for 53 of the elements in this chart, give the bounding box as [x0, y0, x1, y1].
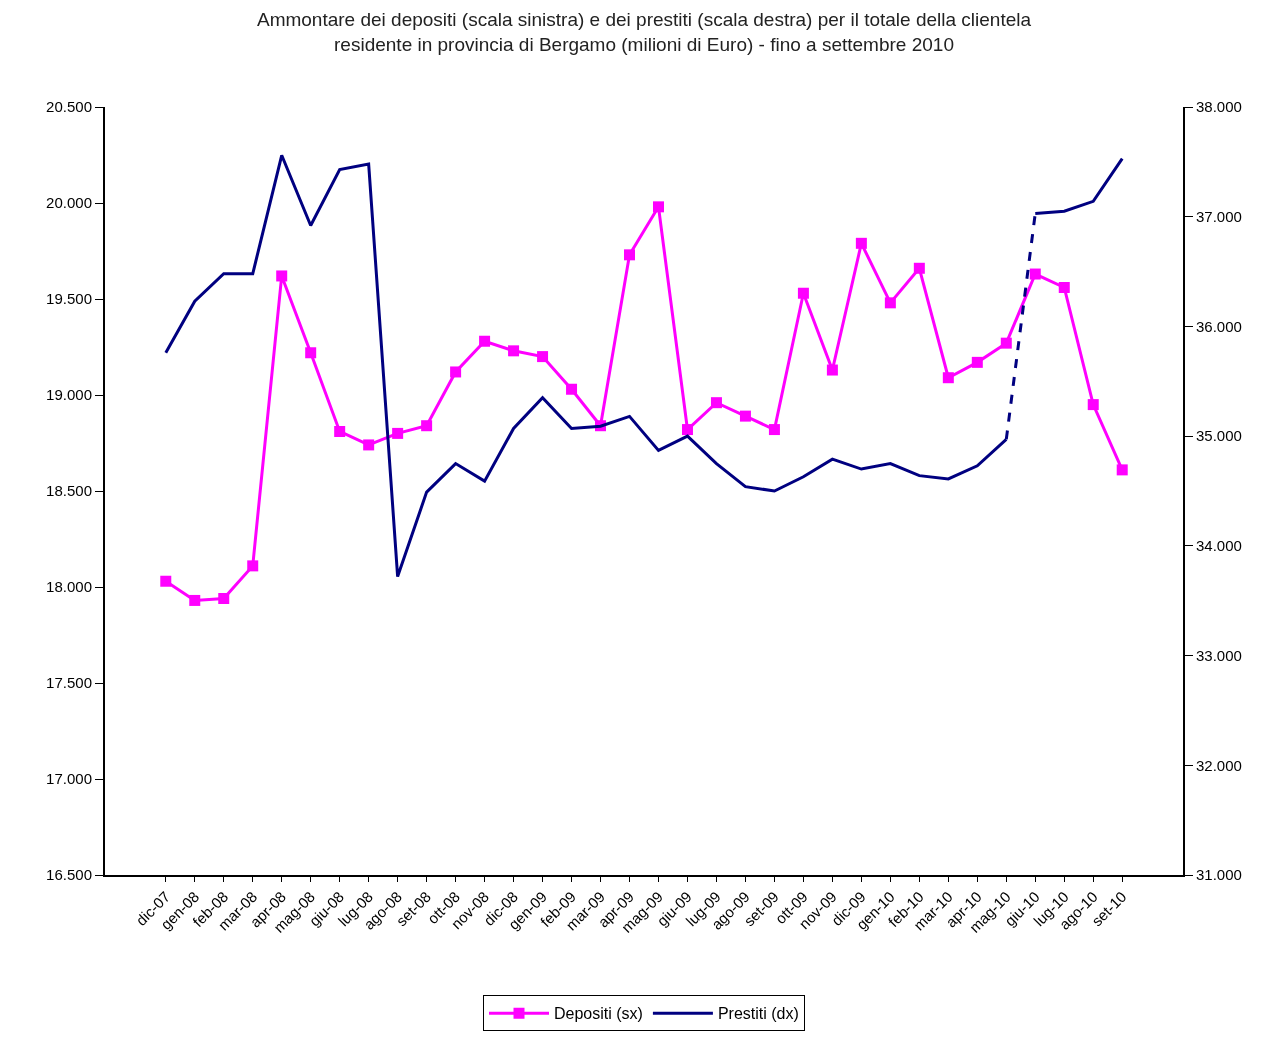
y-tick-label: 18.500: [46, 482, 92, 500]
point: [1000, 337, 1012, 349]
y-tick-label: 17.000: [46, 770, 92, 788]
point: [826, 364, 838, 376]
point: [566, 383, 578, 395]
point: [421, 420, 433, 432]
point: [652, 201, 664, 213]
y2-tick-label: 31.000: [1196, 866, 1242, 884]
point: [160, 575, 172, 587]
point: [942, 372, 954, 384]
y2-tick-label: 32.000: [1196, 756, 1242, 774]
point: [218, 593, 230, 605]
point: [334, 425, 346, 437]
point: [884, 297, 896, 309]
y-tick-label: 20.500: [46, 98, 92, 116]
point: [1058, 281, 1070, 293]
point: [363, 439, 375, 451]
point: [1029, 268, 1041, 280]
point: [710, 397, 722, 409]
point: [247, 560, 259, 572]
y2-tick-label: 35.000: [1196, 427, 1242, 445]
point: [537, 351, 549, 363]
point: [855, 237, 867, 249]
point: [1087, 399, 1099, 411]
point: [681, 424, 693, 436]
y-tick-label: 17.500: [46, 674, 92, 692]
point: [305, 347, 317, 359]
point: [797, 287, 809, 299]
y2-tick-label: 34.000: [1196, 537, 1242, 555]
y2-tick-label: 33.000: [1196, 646, 1242, 664]
y2-tick-label: 38.000: [1196, 98, 1242, 116]
point: [624, 249, 636, 261]
legend-label: Prestiti (dx): [717, 1005, 799, 1023]
y-tick-label: 19.000: [46, 386, 92, 404]
point: [1116, 464, 1128, 476]
point: [392, 427, 404, 439]
y-tick-label: 19.500: [46, 290, 92, 308]
y-tick-label: 20.000: [46, 194, 92, 212]
point: [739, 410, 751, 422]
point: [508, 345, 520, 357]
point: [971, 356, 983, 368]
point: [189, 594, 201, 606]
point: [768, 424, 780, 436]
point: [913, 262, 925, 274]
legend-label: Depositi (sx): [554, 1005, 643, 1023]
y-tick-label: 18.000: [46, 578, 92, 596]
y-tick-label: 16.500: [46, 866, 92, 884]
y2-tick-label: 37.000: [1196, 207, 1242, 225]
point: [450, 366, 462, 378]
point: [276, 270, 288, 282]
y2-tick-label: 36.000: [1196, 317, 1242, 335]
point: [479, 335, 491, 347]
chart-title: Ammontare dei depositi (scala sinistra) e dei prestiti (scala destra) per il totale della clientela residente in provincia di Bergamo (milioni di Euro) - fino a settembre 2010: [256, 9, 1032, 56]
